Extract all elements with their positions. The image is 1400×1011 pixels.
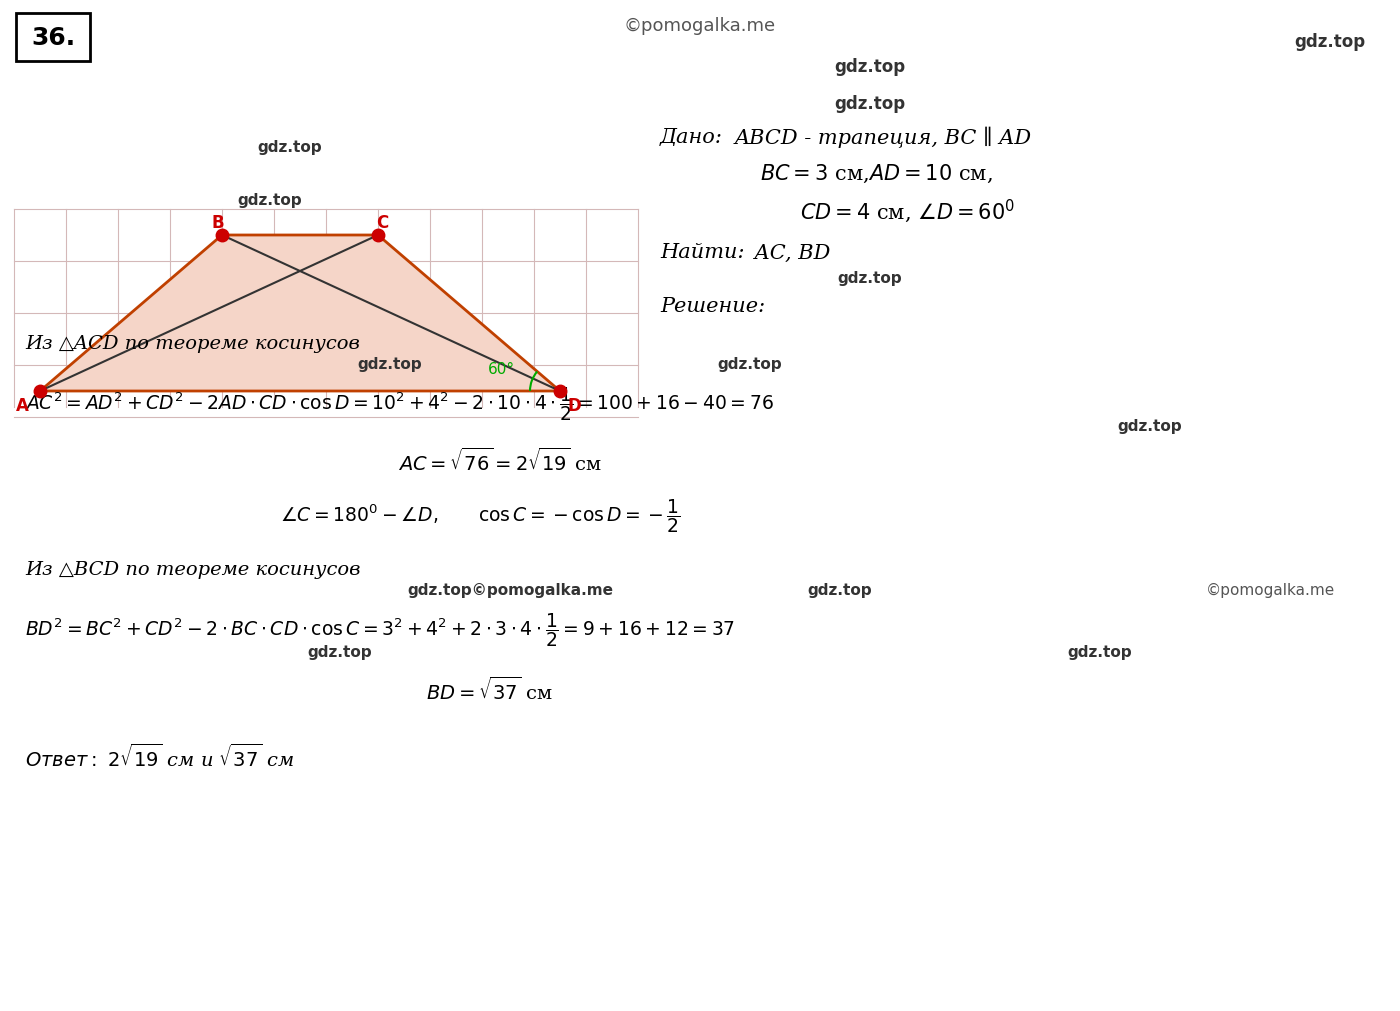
Text: Найти:: Найти: <box>659 244 745 262</box>
Text: C: C <box>375 213 388 232</box>
Text: A: A <box>15 396 28 415</box>
Text: gdz.top: gdz.top <box>718 356 783 371</box>
Text: $AC^2 = AD^2 + CD^2 - 2AD \cdot CD \cdot \cos D = 10^2 + 4^2 - 2 \cdot 10 \cdot : $AC^2 = AD^2 + CD^2 - 2AD \cdot CD \cdot… <box>25 385 774 423</box>
Text: Дано:: Дано: <box>659 127 722 147</box>
Text: gdz.top: gdz.top <box>837 271 903 286</box>
Text: gdz.top: gdz.top <box>834 58 906 76</box>
Text: Из △BCD по теореме косинусов: Из △BCD по теореме косинусов <box>25 560 361 578</box>
Text: $BC = 3$ см,$AD = 10$ см,: $BC = 3$ см,$AD = 10$ см, <box>760 163 993 185</box>
Text: gdz.top: gdz.top <box>1117 420 1183 434</box>
Text: $AC = \sqrt{76} = 2\sqrt{19}$ см: $AC = \sqrt{76} = 2\sqrt{19}$ см <box>398 447 602 474</box>
Text: ©pomogalka.me: ©pomogalka.me <box>624 17 776 35</box>
Text: ©pomogalka.me: ©pomogalka.me <box>1205 582 1334 596</box>
Text: gdz.top©pomogalka.me: gdz.top©pomogalka.me <box>407 582 613 596</box>
Text: gdz.top: gdz.top <box>1295 33 1365 51</box>
Text: D: D <box>567 396 581 415</box>
Text: gdz.top: gdz.top <box>834 95 906 113</box>
Text: B: B <box>211 213 224 232</box>
Text: $\mathit{Ответ{:}}\ 2\sqrt{19}$ см и $\sqrt{37}$ см: $\mathit{Ответ{:}}\ 2\sqrt{19}$ см и $\s… <box>25 743 294 769</box>
Text: 36.: 36. <box>31 26 76 50</box>
Text: Из △ACD по теореме косинусов: Из △ACD по теореме косинусов <box>25 335 360 353</box>
Text: $CD = 4$ см, $\angle D = 60^0$: $CD = 4$ см, $\angle D = 60^0$ <box>799 197 1015 224</box>
Text: $BD = \sqrt{37}$ см: $BD = \sqrt{37}$ см <box>427 675 553 703</box>
Text: AC, BD: AC, BD <box>748 244 830 262</box>
Text: gdz.top: gdz.top <box>357 356 423 371</box>
Text: gdz.top: gdz.top <box>308 644 372 659</box>
Polygon shape <box>41 236 560 391</box>
Text: 60°: 60° <box>487 362 515 376</box>
Text: gdz.top: gdz.top <box>258 140 322 155</box>
Text: gdz.top: gdz.top <box>238 192 302 207</box>
Text: gdz.top: gdz.top <box>808 582 872 596</box>
Text: Решение:: Решение: <box>659 296 766 315</box>
Text: gdz.top: gdz.top <box>1068 644 1133 659</box>
FancyBboxPatch shape <box>15 14 90 62</box>
Text: ABCD - трапеция, BC ∥ AD: ABCD - трапеция, BC ∥ AD <box>735 126 1032 148</box>
Text: $BD^2 = BC^2 + CD^2 - 2 \cdot BC \cdot CD \cdot \cos C = 3^2 + 4^2 + 2 \cdot 3 \: $BD^2 = BC^2 + CD^2 - 2 \cdot BC \cdot C… <box>25 611 735 648</box>
Text: $\angle C = 180^0 - \angle D, \qquad \cos C = -\cos D = -\dfrac{1}{2}$: $\angle C = 180^0 - \angle D, \qquad \co… <box>280 496 680 535</box>
